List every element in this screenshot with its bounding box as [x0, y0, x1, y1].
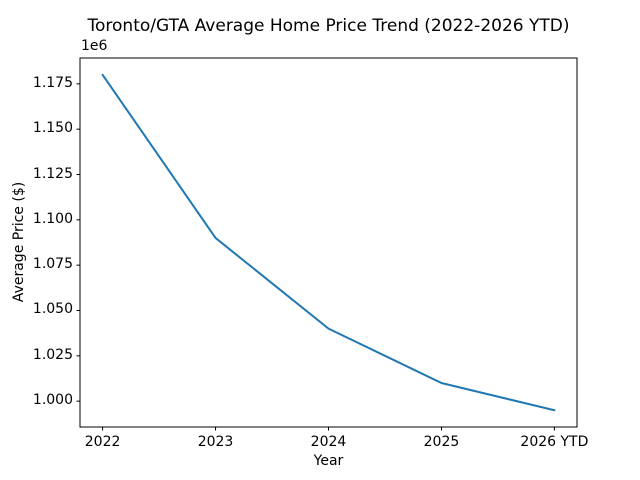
y-tick-label: 1.125 — [32, 165, 73, 182]
y-tick-label: 1.000 — [32, 392, 73, 409]
x-tick-label: 2025 — [423, 434, 460, 450]
y-tick-label: 1.025 — [32, 346, 73, 363]
y-tick-label: 1.150 — [32, 120, 73, 137]
axes-spines — [79, 57, 578, 428]
y-tick-label: 1.100 — [32, 210, 73, 227]
x-tick-label: 2023 — [197, 434, 234, 450]
x-tick-label: 2024 — [310, 434, 347, 450]
x-axis-label: Year — [313, 453, 344, 469]
y-tick-label: 1.075 — [32, 256, 73, 273]
x-tick-label: 2026 YTD — [520, 434, 589, 450]
x-tick-label: 2022 — [84, 434, 121, 450]
y-tick-label: 1.175 — [32, 74, 73, 91]
chart-title: Toronto/GTA Average Home Price Trend (20… — [87, 16, 570, 36]
price-trend-line — [101, 73, 556, 412]
y-axis-offset-label: 1e6 — [81, 38, 108, 54]
y-tick-label: 1.050 — [32, 301, 73, 318]
